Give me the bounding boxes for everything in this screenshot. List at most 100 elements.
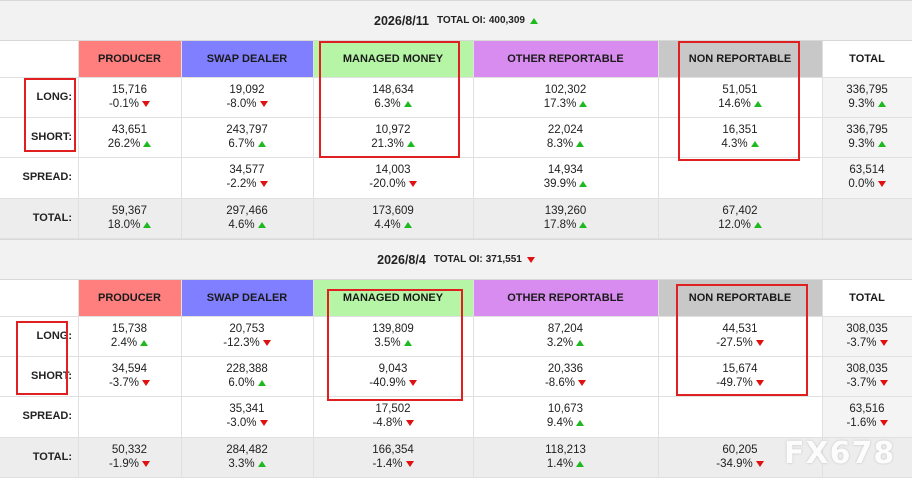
change-percent: 4.4% [374,218,412,232]
cell-short-total: 336,795 9.3% [822,117,912,157]
arrow-up-icon [753,101,762,107]
col-header-total: TOTAL [822,41,912,77]
change-percent: 6.3% [374,97,412,111]
position-value: 243,797 [226,124,268,136]
cell-short-other-reportable: 22,024 8.3% [473,117,658,157]
change-percent: -49.7% [716,376,764,390]
cell-long-swap-dealer: 19,092 -8.0% [181,77,313,117]
change-percent-text: -34.9% [716,458,753,470]
grid-line [0,198,912,199]
cell-spread-producer [78,157,181,197]
col-header-producer: PRODUCER [78,41,181,77]
position-value: 16,351 [722,124,758,136]
cell-spread-swap-dealer: 34,577 -2.2% [181,157,313,197]
change-percent: 17.8% [544,218,588,232]
change-percent: 9.3% [848,137,886,151]
cell-total-managed-money: 173,609 4.4% [313,198,473,238]
change-percent-text: -40.9% [369,377,406,389]
position-value: 308,035 [846,363,888,375]
total-oi-value: 400,309 [488,15,525,26]
row-label-short: SHORT: [31,370,72,382]
change-percent-text: 4.4% [374,219,401,231]
cell-total-producer: 50,332 -1.9% [78,437,181,477]
cell-spread-non-reportable [658,396,822,436]
change-percent-text: 3.2% [546,337,574,349]
change-percent-text: -1.6% [846,417,877,429]
change-percent-text: -3.0% [226,417,257,429]
cell-long-non-reportable: 51,051 14.6% [658,77,822,117]
col-header-non-reportable: NON REPORTABLE [658,41,822,77]
arrow-down-icon [755,461,764,467]
cell-spread-non-reportable [658,157,822,197]
change-percent: -3.7% [846,336,888,350]
arrow-up-icon [576,420,585,426]
position-value: 15,738 [111,323,148,335]
change-percent-text: 9.3% [848,98,875,110]
arrow-up-icon [576,141,585,147]
cell-long-producer: 15,716 -0.1% [78,77,181,117]
change-percent-text: -8.0% [226,98,257,110]
arrow-up-icon [257,222,266,228]
arrow-up-icon [257,461,266,467]
arrow-up-icon [753,222,762,228]
change-percent: -8.6% [544,376,587,390]
position-value: 14,934 [547,164,584,176]
change-percent-text: 18.0% [107,219,141,231]
change-percent: -4.8% [372,416,414,430]
grid-line [0,316,912,317]
change-percent-text: -4.8% [372,417,403,429]
position-value: 63,514 [849,164,885,176]
col-header-non-reportable: NON REPORTABLE [658,280,822,316]
cell-long-producer: 15,738 2.4% [78,316,181,356]
change-percent-text: 14.6% [718,98,751,110]
change-percent: 26.2% [108,137,152,151]
position-value: 20,336 [547,363,584,375]
cell-total-producer: 59,367 18.0% [78,198,181,238]
row-total: TOTAL: 50,332 -1.9% 284,482 3.3% 166,354 -1.4%… [0,437,912,477]
change-percent-text: 2.4% [110,337,138,349]
arrow-up-icon [403,101,412,107]
cell-short-managed-money: 10,972 21.3% [313,117,473,157]
arrow-up-icon [143,222,152,228]
position-value: 63,516 [849,403,885,415]
grid-line [822,41,823,238]
position-value: 336,795 [846,84,888,96]
arrow-up-icon [877,101,886,107]
position-value: 102,302 [544,84,587,96]
col-header-swap-dealer: SWAP DEALER [181,41,313,77]
arrow-down-icon [879,380,888,386]
change-percent-text: 6.7% [228,138,255,150]
row-spread: SPREAD: 34,577 -2.2% 14,003 -20.0% 14,934 39.9… [0,157,912,197]
change-percent-text: 12.0% [718,219,751,231]
cell-spread-total: 63,516 -1.6% [822,396,912,436]
change-percent: -40.9% [369,376,417,390]
change-percent-text: -8.6% [544,377,576,389]
arrow-down-icon [408,380,417,386]
cell-spread-managed-money: 17,502 -4.8% [313,396,473,436]
arrow-up-icon [576,340,585,346]
position-value: 118,213 [545,444,586,456]
position-value: 35,341 [229,403,265,415]
change-percent-text: -3.7% [846,377,877,389]
change-percent: 3.5% [374,336,412,350]
row-label-spread: SPREAD: [22,410,72,422]
change-percent-text: 17.3% [543,98,577,110]
arrow-up-icon [406,141,415,147]
change-percent: 2.4% [110,336,149,350]
arrow-down-icon [142,380,151,386]
cell-total-non-reportable: 60,205 -34.9% [658,437,822,477]
highlight-box-managed-money [319,41,460,158]
row-label-total: TOTAL: [32,451,72,463]
change-percent: -34.9% [716,457,764,471]
watermark: FX678 [784,436,896,471]
cell-short-swap-dealer: 243,797 6.7% [181,117,313,157]
cot-table: PRODUCER SWAP DEALER MANAGED MONEY OTHER RE… [0,41,912,239]
arrow-up-icon [579,222,588,228]
cell-long-total: 336,795 9.3% [822,77,912,117]
col-header-producer: PRODUCER [78,280,181,316]
grid-line [0,117,912,118]
arrow-down-icon [259,101,268,107]
cell-long-total: 308,035 -3.7% [822,316,912,356]
row-spread: SPREAD: 35,341 -3.0% 17,502 -4.8% 10,673 9.4% 6… [0,396,912,436]
arrow-up-icon [877,141,886,147]
